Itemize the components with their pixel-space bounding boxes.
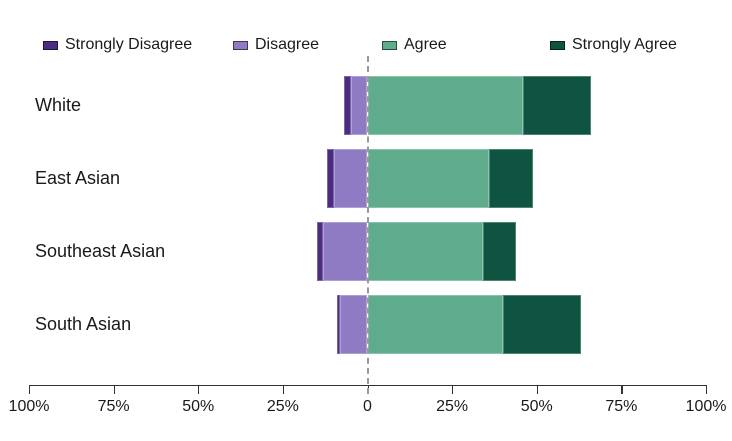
bar-segment-agree	[367, 295, 503, 354]
x-axis-tick	[282, 384, 285, 394]
legend-item-strongly-disagree: Strongly Disagree	[43, 36, 192, 54]
bar-segment-agree	[367, 149, 490, 208]
legend-swatch-disagree	[233, 40, 248, 50]
x-axis-tick	[29, 384, 31, 394]
x-axis-tick	[706, 384, 708, 394]
legend-label: Disagree	[255, 36, 320, 53]
category-label-east-asian: East Asian	[35, 168, 121, 188]
legend-item-disagree: Disagree	[233, 36, 319, 54]
bar-segment-strongly-disagree	[343, 76, 351, 135]
legend-swatch-agree	[382, 40, 397, 50]
category-label-southeast-asian: Southeast Asian	[35, 241, 166, 261]
legend-item-strongly-agree: Strongly Agree	[550, 36, 677, 54]
bar-segment-agree	[367, 76, 524, 135]
bar-segment-disagree	[340, 295, 368, 354]
bar-segment-agree	[367, 222, 483, 281]
legend-swatch-strongly-agree	[550, 40, 565, 50]
x-axis-tick	[198, 384, 200, 394]
legend-swatch-strongly-disagree	[43, 40, 58, 50]
x-tick-label: 75%	[605, 398, 638, 415]
category-label-white: White	[35, 95, 82, 115]
x-tick-label: 25%	[266, 398, 299, 415]
x-tick-label: 50%	[520, 398, 553, 415]
x-tick-label: 50%	[182, 398, 215, 415]
x-tick-label: 75%	[97, 398, 130, 415]
bar-segment-disagree	[333, 149, 368, 208]
bar-segment-strongly-agree	[502, 295, 581, 354]
x-tick-label: 100%	[8, 398, 50, 415]
x-axis-tick	[113, 384, 115, 394]
x-tick-label: 0	[363, 398, 372, 415]
x-axis-tick	[452, 384, 454, 394]
bar-segment-strongly-disagree	[337, 295, 341, 354]
legend-label: Strongly Disagree	[65, 36, 193, 53]
bar-segment-disagree	[350, 76, 368, 135]
legend-label: Strongly Agree	[572, 36, 677, 53]
bar-segment-strongly-agree	[523, 76, 591, 135]
legend-label: Agree	[404, 36, 447, 53]
x-axis-tick	[536, 384, 538, 394]
x-tick-label: 100%	[685, 398, 727, 415]
zero-reference-line	[366, 56, 369, 394]
category-label-south-asian: South Asian	[35, 314, 132, 334]
bar-segment-strongly-agree	[482, 222, 517, 281]
bar-segment-strongly-disagree	[326, 149, 334, 208]
bar-segment-disagree	[323, 222, 368, 281]
bar-segment-strongly-agree	[489, 149, 534, 208]
x-axis-tick	[621, 384, 623, 394]
x-tick-label: 25%	[436, 398, 469, 415]
legend-item-agree: Agree	[382, 36, 447, 54]
bar-segment-strongly-disagree	[316, 222, 324, 281]
